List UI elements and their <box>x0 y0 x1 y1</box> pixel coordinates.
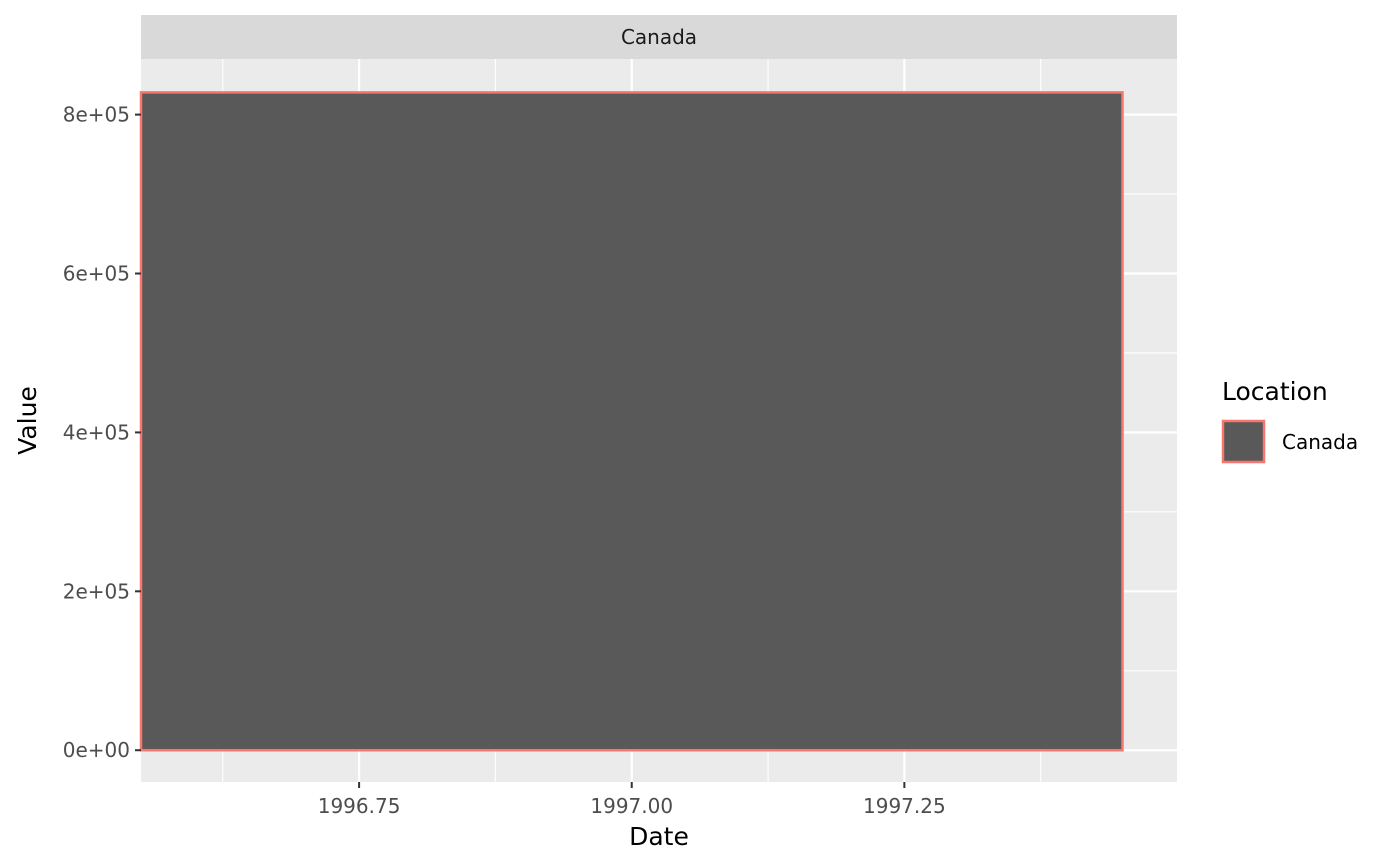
bar-canada <box>139 91 1124 752</box>
legend-title: Location <box>1222 377 1328 406</box>
facet-strip <box>141 15 1177 59</box>
y-tick-label: 4e+05 <box>63 420 130 444</box>
x-tick-label: 1997.00 <box>590 794 673 818</box>
x-axis-title: Date <box>629 822 689 851</box>
x-tick-label: 1997.25 <box>863 794 946 818</box>
x-tick-label: 1996.75 <box>318 794 401 818</box>
y-axis-title: Value <box>13 386 42 455</box>
facet-strip-label: Canada <box>621 25 697 49</box>
legend-label-canada: Canada <box>1282 430 1358 454</box>
y-tick-label: 8e+05 <box>63 103 130 127</box>
y-tick-label: 6e+05 <box>63 262 130 286</box>
bars <box>139 91 1124 752</box>
legend-key-canada <box>1221 419 1266 464</box>
y-tick-label: 0e+00 <box>63 738 130 762</box>
y-tick-label: 2e+05 <box>63 579 130 603</box>
y-axis: 0e+00 2e+05 4e+05 6e+05 8e+05 <box>63 103 141 762</box>
legend: Location Canada <box>1221 377 1358 464</box>
x-axis: 1996.75 1997.00 1997.25 <box>318 782 946 818</box>
